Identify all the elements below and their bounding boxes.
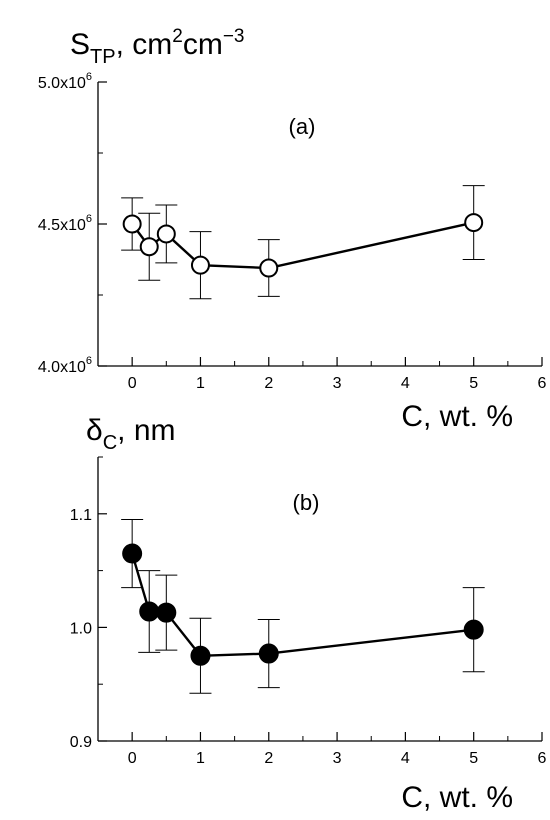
x-tick-label: 4: [401, 375, 410, 392]
series-line: [131, 221, 474, 270]
y-tick-label: 4.0x106: [38, 355, 92, 376]
x-tick-label: 6: [538, 750, 547, 767]
y-axis-title: δC, nm: [86, 414, 176, 454]
y-tick-label: 4.5x106: [38, 213, 92, 234]
y-tick-label: 1.1: [70, 507, 92, 524]
x-tick-label: 2: [264, 375, 273, 392]
y-axis-title: STP, cm2cm−3: [70, 26, 245, 68]
y-tick-label: 5.0x106: [38, 71, 92, 92]
data-point: [190, 645, 211, 666]
x-tick-label: 1: [196, 375, 205, 392]
x-tick-label: 0: [128, 375, 137, 392]
panel-label: (a): [289, 114, 316, 139]
data-point: [190, 255, 210, 275]
y-tick-label: 0.9: [70, 734, 92, 751]
y-tick-label: 1.0: [70, 620, 92, 637]
data-point: [122, 543, 143, 564]
data-point: [258, 643, 279, 664]
data-point: [156, 224, 176, 244]
x-tick-label: 4: [401, 750, 410, 767]
x-tick-label: 5: [469, 750, 478, 767]
data-point: [463, 619, 484, 640]
data-point: [259, 258, 279, 278]
x-tick-label: 6: [538, 375, 547, 392]
data-point: [139, 237, 159, 257]
chart-panel-b: 0 1 2 3 4 5 6 0.9 1.0 1.1 δC, nm C, wt. % (b): [70, 414, 547, 814]
x-tick-label: 3: [333, 750, 342, 767]
data-point: [464, 213, 484, 233]
chart-panel-a: 0 1 2 3 4 5 6 4.0x106 4.5x106 5.0x106 STP, cm2cm−3…: [38, 26, 547, 433]
data-point: [122, 214, 142, 234]
x-tick-label: 2: [264, 750, 273, 767]
x-tick-label: 5: [469, 375, 478, 392]
x-tick-label: 1: [196, 750, 205, 767]
series-line: [131, 553, 474, 658]
panel-label: (b): [293, 490, 320, 515]
data-point: [139, 601, 160, 622]
x-tick-label: 0: [128, 750, 137, 767]
x-axis-title: C, wt. %: [401, 400, 513, 433]
data-point: [156, 602, 177, 623]
x-axis-title: C, wt. %: [401, 781, 513, 814]
x-tick-label: 3: [333, 375, 342, 392]
